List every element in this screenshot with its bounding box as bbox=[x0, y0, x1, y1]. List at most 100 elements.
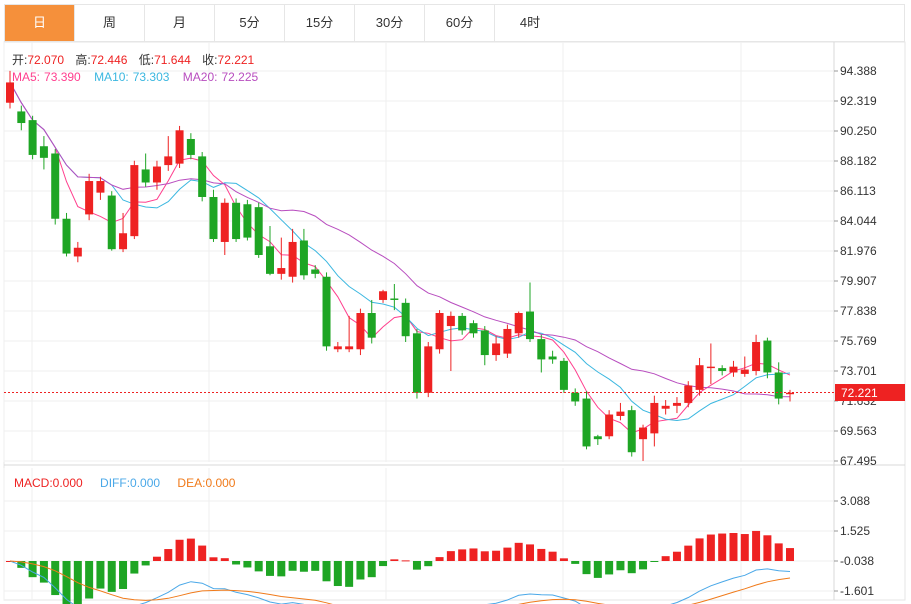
candle-body bbox=[107, 195, 116, 250]
candle-body bbox=[616, 411, 625, 416]
ma10-line bbox=[9, 82, 791, 422]
macd-bar bbox=[390, 559, 399, 561]
macd-bar bbox=[175, 539, 184, 561]
macd-bar bbox=[605, 561, 614, 575]
candle-body bbox=[571, 392, 580, 402]
macd-bar bbox=[458, 549, 467, 561]
macd-bar bbox=[254, 561, 263, 572]
candle-body bbox=[424, 346, 433, 393]
price-tick-label: 67.495 bbox=[840, 454, 877, 468]
candle-body bbox=[593, 436, 602, 440]
candle-body bbox=[752, 342, 761, 372]
macd-bar bbox=[729, 532, 738, 561]
macd-tick-label: -1.601 bbox=[840, 584, 874, 598]
tab-day[interactable]: 日 bbox=[5, 5, 75, 41]
macd-bar bbox=[356, 561, 365, 580]
macd-bar bbox=[582, 561, 591, 575]
chart-grid bbox=[3, 41, 906, 601]
price-tick-label: 92.319 bbox=[840, 94, 877, 108]
tab-4hour[interactable]: 4时 bbox=[519, 15, 541, 30]
macd-bar bbox=[198, 545, 207, 561]
dea-line bbox=[9, 560, 791, 604]
candle-body bbox=[469, 323, 478, 334]
ma20-line bbox=[9, 82, 791, 398]
macd-panel bbox=[6, 530, 794, 604]
macd-bar bbox=[740, 534, 749, 561]
macd-bar bbox=[559, 558, 568, 561]
candle-body bbox=[672, 402, 681, 406]
tab-week[interactable]: 周 bbox=[75, 5, 145, 41]
macd-bar bbox=[469, 548, 478, 561]
candle-body bbox=[164, 156, 173, 166]
candle-body bbox=[503, 328, 512, 354]
candle-body bbox=[85, 181, 94, 215]
candle-body bbox=[17, 111, 26, 124]
candle-body bbox=[458, 315, 467, 331]
timeframe-tabs: 日 周 月 5分 15分 30分 60分 4时 bbox=[4, 4, 905, 42]
macd-bar bbox=[62, 561, 71, 604]
candle-body bbox=[650, 402, 659, 434]
price-tick-label: 88.182 bbox=[840, 154, 877, 168]
candle-body bbox=[695, 365, 704, 390]
macd-bar bbox=[152, 556, 161, 561]
macd-bar bbox=[424, 561, 433, 567]
macd-bar bbox=[571, 561, 580, 564]
current-price-label: 72.221 bbox=[841, 386, 878, 400]
macd-bar bbox=[17, 561, 26, 568]
macd-bar bbox=[435, 557, 444, 561]
macd-bar bbox=[232, 561, 241, 565]
candle-body bbox=[62, 218, 71, 254]
candle-body bbox=[73, 247, 82, 257]
candle-body bbox=[277, 268, 286, 274]
svg-text:MA5:73.390 MA10:73.303: MA5: 73.390 MA10: 73.303 MA20: 72.225 bbox=[12, 70, 259, 84]
macd-bar bbox=[130, 561, 139, 574]
candles bbox=[6, 70, 794, 461]
macd-bar bbox=[412, 561, 421, 570]
dea-label: DEA: bbox=[177, 476, 205, 490]
macd-bar bbox=[526, 544, 534, 561]
macd-bar bbox=[695, 538, 704, 561]
candle-body bbox=[254, 207, 263, 256]
tab-30min[interactable]: 30分 bbox=[355, 5, 425, 41]
macd-bar bbox=[51, 561, 60, 596]
macd-bar bbox=[639, 561, 648, 570]
price-tick-label: 75.769 bbox=[840, 334, 877, 348]
macd-bar bbox=[401, 560, 410, 562]
macd-bar bbox=[367, 561, 376, 578]
ma5-label: MA5: bbox=[12, 70, 40, 84]
ma10-label: MA10: bbox=[94, 70, 129, 84]
macd-bar bbox=[141, 561, 150, 566]
macd-bar bbox=[684, 545, 693, 561]
price-axis: 94.388 92.319 90.250 88.182 86.113 84.044 81.9… bbox=[834, 64, 877, 598]
candle-body bbox=[152, 166, 161, 183]
candle-body bbox=[367, 313, 376, 338]
candle-body bbox=[706, 366, 715, 369]
candle-body bbox=[311, 269, 320, 274]
candle-body bbox=[288, 241, 297, 277]
price-tick-label: 84.044 bbox=[840, 214, 877, 228]
close-value: 72.221 bbox=[218, 53, 255, 67]
price-tick-label: 94.388 bbox=[840, 64, 877, 78]
macd-bar bbox=[345, 561, 354, 587]
macd-bar bbox=[480, 551, 489, 561]
macd-bar bbox=[706, 534, 715, 561]
price-tick-label: 86.113 bbox=[840, 184, 876, 198]
tab-month[interactable]: 月 bbox=[145, 5, 215, 41]
candle-body bbox=[198, 156, 207, 197]
macd-bar bbox=[786, 548, 794, 561]
candle-body bbox=[684, 385, 693, 403]
macd-bar bbox=[548, 551, 557, 561]
tab-15min[interactable]: 15分 bbox=[285, 5, 355, 41]
tab-5min[interactable]: 5分 bbox=[215, 5, 285, 41]
macd-bar bbox=[39, 561, 48, 583]
price-tick-label: 81.976 bbox=[840, 244, 877, 258]
high-value: 72.446 bbox=[91, 53, 128, 67]
tab-60min[interactable]: 60分 bbox=[425, 5, 495, 41]
candle-body bbox=[356, 313, 365, 350]
candle-body bbox=[186, 138, 195, 155]
candle-body bbox=[141, 169, 150, 183]
candle-body bbox=[559, 360, 568, 390]
low-value: 71.644 bbox=[154, 53, 191, 67]
macd-bar bbox=[299, 561, 308, 572]
